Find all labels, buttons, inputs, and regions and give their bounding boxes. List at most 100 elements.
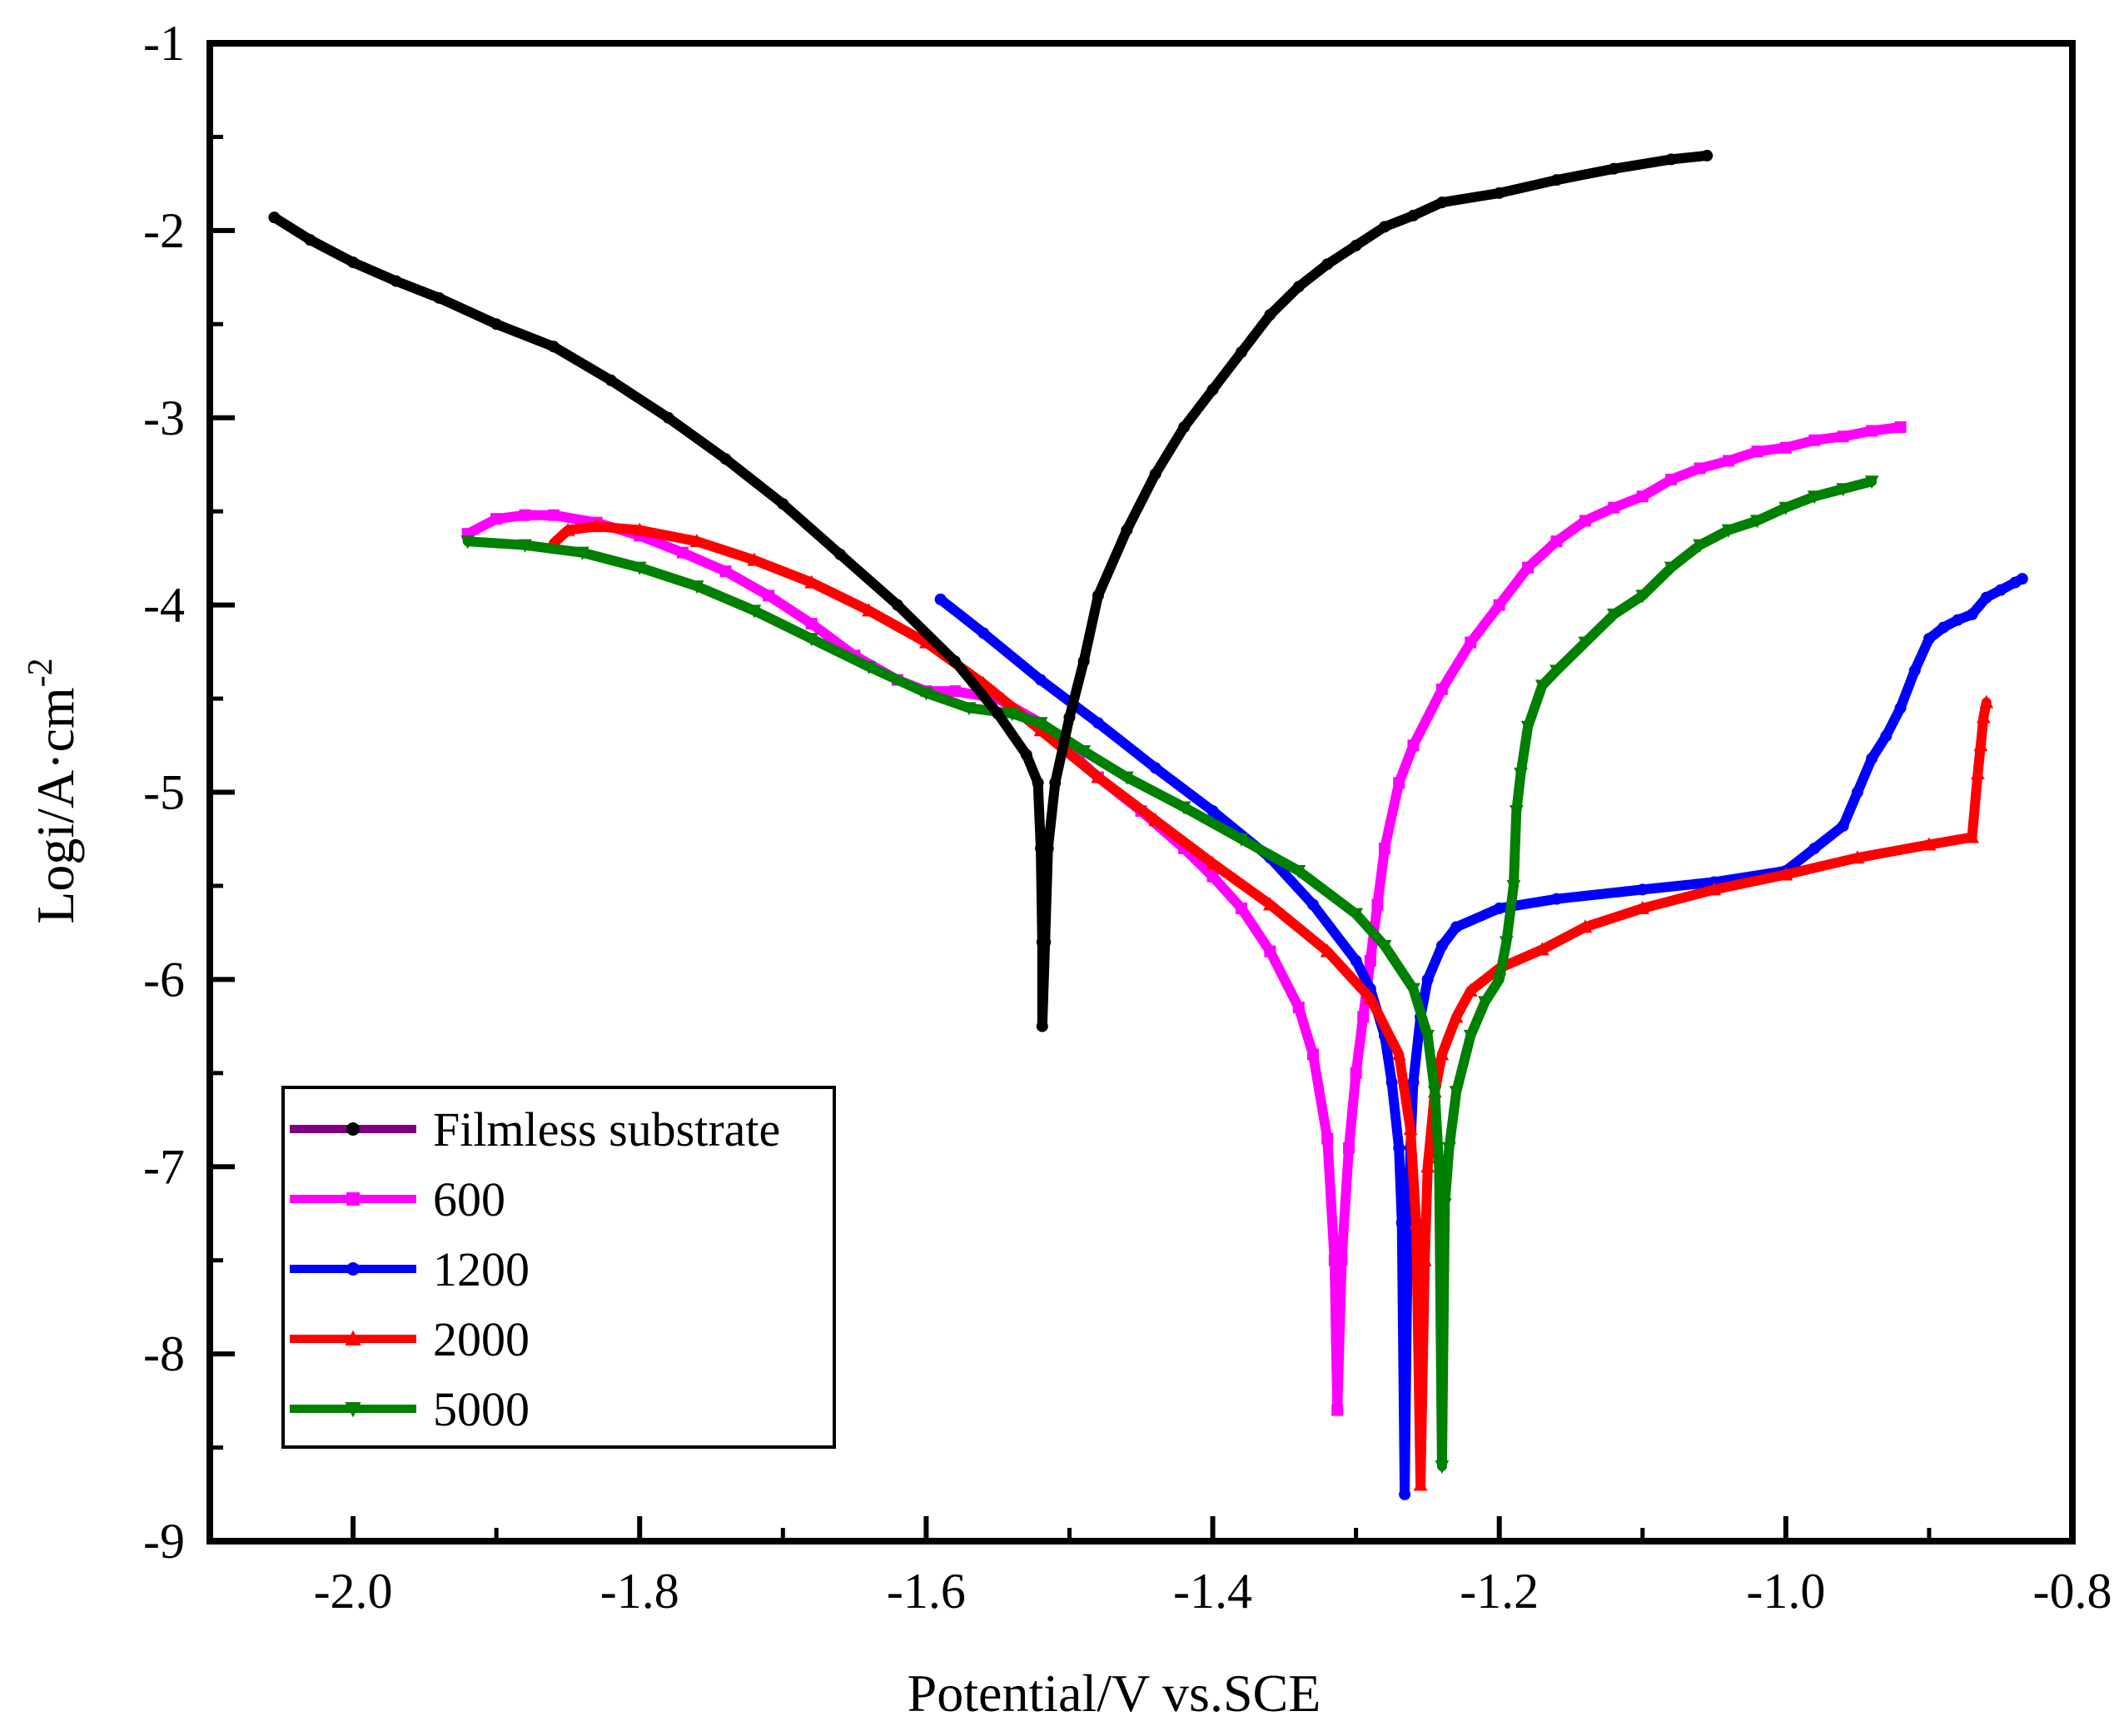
data-point bbox=[763, 589, 775, 602]
data-point bbox=[1908, 664, 1921, 677]
data-point bbox=[575, 546, 589, 560]
data-point bbox=[1206, 855, 1220, 869]
data-point bbox=[1463, 1029, 1478, 1043]
data-point bbox=[1406, 982, 1420, 997]
data-point bbox=[1077, 745, 1092, 759]
data-point bbox=[1432, 1161, 1446, 1175]
data-point bbox=[1980, 591, 1992, 604]
y-tick-label: -4 bbox=[143, 578, 185, 633]
y-tick-label: -9 bbox=[143, 1514, 185, 1569]
data-point bbox=[1292, 281, 1305, 293]
data-point bbox=[1401, 1236, 1414, 1248]
data-point bbox=[1707, 882, 1722, 896]
series-line bbox=[549, 521, 1992, 1490]
data-point bbox=[977, 627, 990, 639]
x-tick-label: -1.6 bbox=[887, 1564, 966, 1619]
data-point bbox=[1750, 515, 1764, 529]
data-point bbox=[1320, 943, 1335, 958]
data-point bbox=[1937, 621, 1950, 634]
data-point bbox=[1492, 973, 1507, 987]
data-point bbox=[1413, 1477, 1428, 1491]
y-tick-label: -1 bbox=[143, 16, 185, 71]
data-point bbox=[1178, 420, 1191, 433]
data-point bbox=[1578, 919, 1593, 933]
x-axis-title: Potential/V vs.SCE bbox=[908, 1664, 1321, 1723]
data-point bbox=[1262, 897, 1277, 911]
data-point bbox=[1092, 589, 1104, 602]
data-point bbox=[1864, 475, 1879, 490]
data-point bbox=[1894, 702, 1907, 714]
data-point bbox=[948, 685, 961, 698]
data-point bbox=[1549, 664, 1564, 679]
data-point bbox=[632, 561, 647, 575]
data-point bbox=[1235, 346, 1247, 359]
data-point bbox=[1435, 683, 1448, 695]
data-point bbox=[346, 1122, 360, 1136]
data-point bbox=[719, 565, 732, 578]
data-point bbox=[1701, 149, 1714, 162]
series-2000 bbox=[546, 519, 1994, 1491]
data-point bbox=[1636, 883, 1649, 896]
data-point bbox=[1435, 196, 1448, 209]
data-point bbox=[304, 234, 316, 246]
data-point bbox=[891, 599, 903, 611]
data-point bbox=[1391, 1047, 1406, 1061]
data-point bbox=[1292, 1002, 1305, 1014]
data-point bbox=[547, 341, 560, 353]
data-point bbox=[1550, 174, 1563, 187]
data-point bbox=[689, 534, 704, 548]
data-point bbox=[1437, 1198, 1452, 1212]
data-point bbox=[1465, 636, 1477, 649]
data-point bbox=[1435, 1460, 1450, 1475]
data-point bbox=[1635, 589, 1650, 604]
data-point bbox=[268, 211, 281, 224]
data-point bbox=[1264, 309, 1276, 321]
data-point bbox=[1506, 879, 1521, 894]
data-point bbox=[1235, 902, 1247, 914]
legend-label: Filmless substrate bbox=[433, 1102, 780, 1157]
data-point bbox=[1723, 455, 1735, 467]
data-point bbox=[1499, 936, 1514, 950]
data-point bbox=[1509, 804, 1524, 819]
data-point bbox=[1119, 771, 1134, 785]
data-point bbox=[1427, 1086, 1442, 1100]
data-point bbox=[1403, 1122, 1418, 1136]
data-point bbox=[1379, 221, 1391, 233]
data-point bbox=[1395, 1216, 1408, 1229]
data-point bbox=[1880, 730, 1893, 743]
data-point bbox=[1091, 769, 1106, 783]
data-point bbox=[1608, 162, 1620, 175]
y-axis-title-main: Logi/A·cm bbox=[26, 687, 85, 923]
data-point bbox=[1032, 777, 1044, 789]
data-point bbox=[589, 519, 604, 533]
data-point bbox=[1635, 900, 1650, 914]
x-tick-label: -2.0 bbox=[314, 1564, 393, 1619]
x-tick-label: -1.8 bbox=[600, 1564, 679, 1619]
legend-label: 1200 bbox=[433, 1242, 530, 1296]
data-point bbox=[1808, 434, 1821, 446]
data-point bbox=[1522, 561, 1535, 574]
data-point bbox=[1922, 837, 1937, 851]
data-point bbox=[547, 509, 560, 521]
data-point bbox=[1721, 524, 1736, 538]
data-point bbox=[1036, 1020, 1048, 1032]
data-point bbox=[719, 453, 732, 465]
data-point bbox=[1851, 786, 1863, 798]
data-point bbox=[1535, 942, 1549, 956]
data-point bbox=[1979, 694, 1994, 709]
data-point bbox=[1291, 864, 1306, 879]
data-point bbox=[1449, 1086, 1464, 1100]
data-point bbox=[1665, 153, 1678, 166]
data-point bbox=[632, 522, 647, 536]
data-point bbox=[1343, 1142, 1355, 1154]
data-point bbox=[747, 552, 762, 566]
data-point bbox=[1435, 1047, 1450, 1061]
data-point bbox=[1336, 1254, 1348, 1266]
data-point bbox=[862, 603, 876, 617]
data-point bbox=[1206, 870, 1219, 883]
data-point bbox=[1493, 187, 1505, 199]
data-point bbox=[1449, 1009, 1464, 1023]
data-point bbox=[1850, 850, 1865, 864]
data-point bbox=[1371, 898, 1384, 911]
data-point bbox=[1636, 490, 1649, 503]
